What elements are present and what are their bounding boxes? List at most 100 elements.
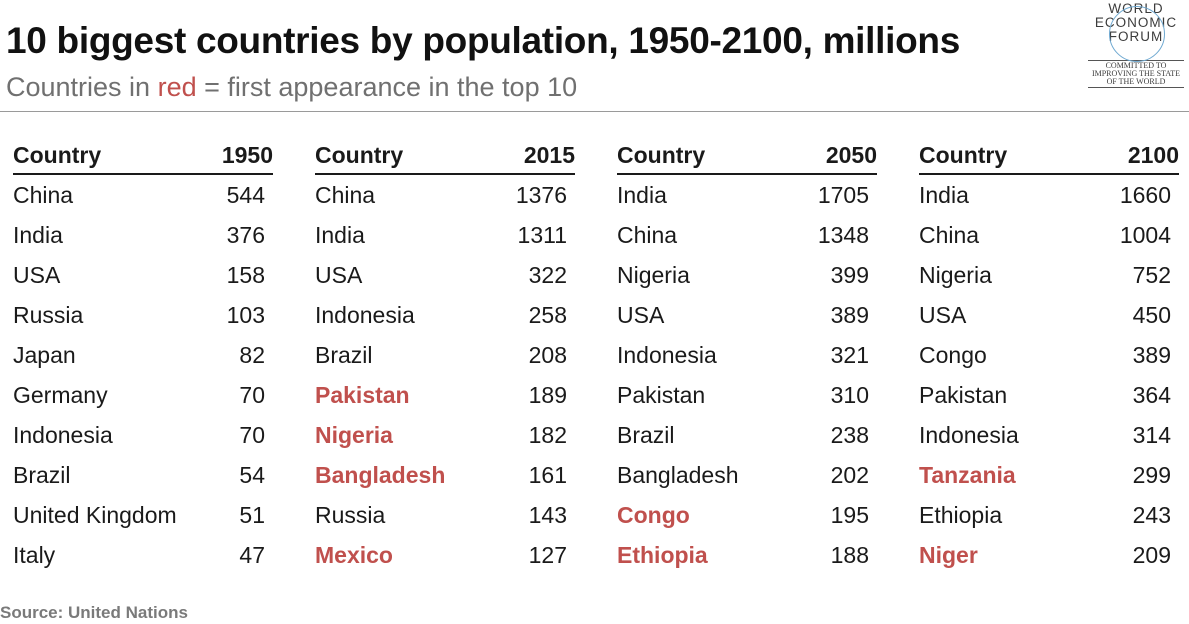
- population-value: 188: [830, 542, 869, 568]
- table-row: USA 322: [315, 260, 575, 300]
- table-row: Pakistan 189: [315, 380, 575, 420]
- table-row: India 1311: [315, 220, 575, 260]
- table-2100: Country 2100 India 1660 China 1004 Nigeria 7…: [919, 140, 1179, 580]
- country-name: Pakistan: [919, 382, 1008, 408]
- population-value: 1348: [817, 222, 869, 248]
- population-value: 389: [1132, 342, 1171, 368]
- country-name: USA: [919, 302, 967, 328]
- country-name: Nigeria: [315, 422, 393, 448]
- country-name: India: [315, 222, 365, 248]
- population-value: 1376: [515, 182, 567, 208]
- year-header: 1950: [221, 142, 273, 168]
- population-value: 195: [830, 502, 869, 528]
- page-subtitle: Countries in red = first appearance in t…: [6, 72, 577, 103]
- table-row: Brazil 208: [315, 340, 575, 380]
- table-row: Congo 389: [919, 340, 1179, 380]
- country-name: Ethiopia: [617, 542, 708, 568]
- table-row: Tanzania 299: [919, 460, 1179, 500]
- country-name: Indonesia: [919, 422, 1019, 448]
- population-value: 208: [528, 342, 567, 368]
- population-value: 321: [830, 342, 869, 368]
- country-name: China: [315, 182, 376, 208]
- country-name: Pakistan: [617, 382, 706, 408]
- population-value: 389: [830, 302, 869, 328]
- table-row: China 1376: [315, 180, 575, 220]
- population-value: 1004: [1119, 222, 1171, 248]
- table-1950: Country 1950 China 544 India 376 USA 158 Rus…: [13, 140, 273, 580]
- population-value: 1311: [517, 222, 567, 248]
- country-name: Niger: [919, 542, 978, 568]
- table-header: Country 2050: [617, 140, 877, 175]
- population-value: 238: [830, 422, 869, 448]
- country-name: Bangladesh: [315, 462, 446, 488]
- country-name: Russia: [13, 302, 84, 328]
- population-value: 1705: [817, 182, 869, 208]
- page-title: 10 biggest countries by population, 1950…: [6, 20, 960, 61]
- table-row: Nigeria 752: [919, 260, 1179, 300]
- country-name: Indonesia: [315, 302, 415, 328]
- table-row: Nigeria 182: [315, 420, 575, 460]
- table-row: Congo 195: [617, 500, 877, 540]
- population-value: 450: [1132, 302, 1171, 328]
- population-value: 47: [239, 542, 265, 568]
- population-value: 70: [239, 382, 265, 408]
- population-value: 364: [1132, 382, 1171, 408]
- table-header: Country 2100: [919, 140, 1179, 175]
- subtitle-highlight: red: [157, 72, 197, 102]
- population-value: 103: [226, 302, 265, 328]
- table-2015: Country 2015 China 1376 India 1311 USA 322 I…: [315, 140, 575, 580]
- table-row: USA 158: [13, 260, 273, 300]
- table-row: Japan 82: [13, 340, 273, 380]
- population-value: 189: [528, 382, 567, 408]
- population-value: 243: [1132, 502, 1171, 528]
- country-name: Tanzania: [919, 462, 1016, 488]
- country-header: Country: [13, 142, 102, 168]
- population-value: 544: [226, 182, 265, 208]
- logo-tagline-line: IMPROVING THE STATE: [1091, 69, 1181, 78]
- population-value: 1660: [1119, 182, 1171, 208]
- year-header: 2015: [523, 142, 575, 168]
- table-header: Country 2015: [315, 140, 575, 175]
- population-value: 399: [830, 262, 869, 288]
- table-row: Brazil 238: [617, 420, 877, 460]
- country-name: Nigeria: [617, 262, 690, 288]
- table-row: China 1348: [617, 220, 877, 260]
- table-row: USA 389: [617, 300, 877, 340]
- table-row: Indonesia 258: [315, 300, 575, 340]
- subtitle-suffix: = first appearance in the top 10: [196, 72, 578, 102]
- logo-tagline-line: COMMITTED TO: [1105, 61, 1167, 70]
- table-row: USA 450: [919, 300, 1179, 340]
- country-name: Germany: [13, 382, 108, 408]
- table-row: China 544: [13, 180, 273, 220]
- country-name: Indonesia: [617, 342, 717, 368]
- country-name: Ethiopia: [919, 502, 1003, 528]
- country-name: China: [919, 222, 980, 248]
- country-name: Brazil: [315, 342, 373, 368]
- country-header: Country: [617, 142, 706, 168]
- table-row: Mexico 127: [315, 540, 575, 580]
- country-name: Brazil: [13, 462, 71, 488]
- table-row: India 1660: [919, 180, 1179, 220]
- table-row: Indonesia 321: [617, 340, 877, 380]
- population-value: 182: [528, 422, 567, 448]
- population-value: 322: [528, 262, 567, 288]
- country-name: USA: [315, 262, 363, 288]
- country-name: USA: [617, 302, 665, 328]
- country-name: Japan: [13, 342, 76, 368]
- country-name: Bangladesh: [617, 462, 739, 488]
- country-name: Italy: [13, 542, 56, 568]
- table-row: United Kingdom 51: [13, 500, 273, 540]
- logo-arc-icon: [1109, 6, 1165, 62]
- population-value: 299: [1132, 462, 1171, 488]
- population-value: 752: [1132, 262, 1171, 288]
- table-row: Indonesia 70: [13, 420, 273, 460]
- country-name: India: [919, 182, 969, 208]
- country-name: India: [617, 182, 667, 208]
- population-value: 209: [1132, 542, 1171, 568]
- table-row: Italy 47: [13, 540, 273, 580]
- source-note: Source: United Nations: [0, 603, 188, 622]
- table-row: Brazil 54: [13, 460, 273, 500]
- table-row: Russia 103: [13, 300, 273, 340]
- wef-logo: WORLD ECONOMIC FORUM COMMITTED TO IMPROV…: [1086, 2, 1186, 89]
- population-value: 54: [239, 462, 265, 488]
